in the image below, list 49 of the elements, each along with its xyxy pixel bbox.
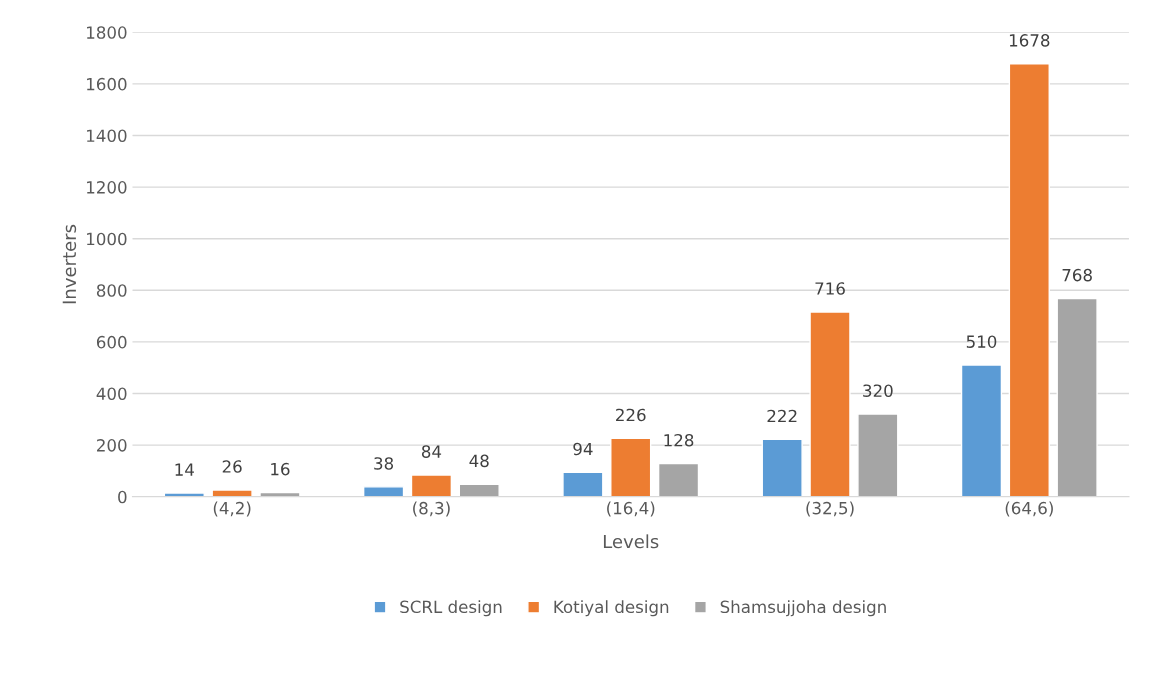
bar [1056, 297, 1098, 497]
bar [857, 413, 899, 497]
data-label: 128 [664, 433, 694, 447]
data-label: 38 [374, 457, 394, 470]
y-tick-label: 1000 [87, 232, 127, 246]
y-tick-label: 1200 [87, 181, 127, 194]
y-axis-title: Inverters [62, 224, 77, 304]
data-label: 14 [175, 463, 194, 476]
bar [761, 438, 803, 497]
x-tick-label: (4,2) [213, 501, 251, 517]
y-tick-label: 1800 [87, 26, 127, 39]
data-label: 26 [222, 460, 242, 473]
bar [562, 471, 604, 497]
bar [410, 474, 453, 497]
data-label: 768 [1062, 268, 1092, 282]
bar [458, 483, 500, 497]
legend-label: Kotiyal design [554, 600, 669, 617]
x-tick-label: (64,6) [1005, 501, 1053, 517]
y-tick-label: 1600 [87, 77, 127, 91]
data-label: 716 [815, 282, 845, 295]
data-label: 222 [767, 409, 797, 423]
bar [1008, 63, 1050, 497]
data-label: 226 [616, 408, 646, 422]
y-tick-label: 1400 [87, 129, 127, 143]
data-label: 94 [573, 442, 593, 456]
data-label: 16 [271, 462, 290, 476]
y-tick-label: 0 [118, 490, 127, 504]
legend-label: SCRL design [400, 600, 502, 617]
bar [211, 489, 253, 497]
data-label: 48 [469, 454, 489, 468]
bar [960, 364, 1003, 497]
data-label: 320 [863, 384, 893, 397]
x-tick-label: (8,3) [413, 501, 450, 517]
data-label: 84 [421, 445, 442, 458]
y-tick-label: 400 [96, 387, 127, 401]
data-label: 510 [966, 335, 997, 348]
x-tick-label: (32,5) [806, 501, 854, 517]
x-tick-label: (16,4) [607, 501, 655, 517]
y-tick-label: 200 [97, 439, 127, 452]
x-axis-title: Levels [603, 534, 659, 549]
bar [362, 486, 405, 497]
bar [610, 437, 652, 497]
legend-label: Shamsujjoha design [720, 600, 886, 617]
bar [163, 492, 205, 497]
bar [809, 311, 851, 497]
data-label: 1678 [1009, 34, 1050, 47]
bar [657, 462, 700, 497]
y-tick-label: 800 [96, 284, 127, 297]
y-tick-label: 600 [96, 335, 127, 349]
